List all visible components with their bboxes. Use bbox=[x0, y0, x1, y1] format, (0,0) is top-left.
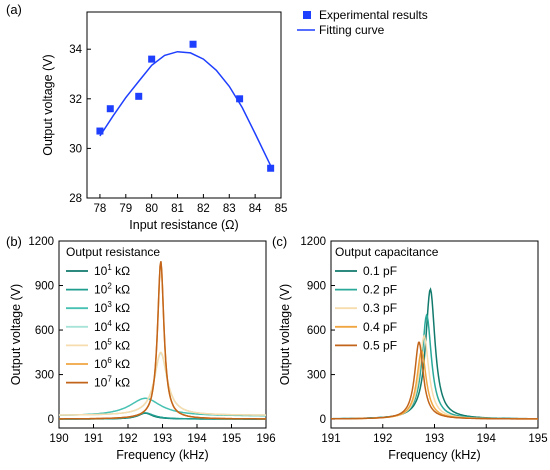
legend-base: 10 bbox=[94, 301, 108, 315]
legend-marker-experimental bbox=[303, 11, 311, 19]
legend-label-1: 0.1 pF bbox=[363, 264, 397, 278]
chart-c: 191 192 193 194 195 0 300 600 900 1200 Frequency (… bbox=[278, 236, 548, 462]
y-tick-label: 0 bbox=[320, 414, 326, 426]
x-tick-label: 193 bbox=[425, 433, 444, 445]
x-axis-label: Input resistance (Ω) bbox=[129, 218, 238, 232]
legend-label-3: 103 kΩ bbox=[94, 300, 130, 315]
legend-label-1: 101 kΩ bbox=[94, 263, 130, 278]
y-tick-label: 900 bbox=[307, 281, 326, 293]
y-tick-label: 1200 bbox=[300, 236, 326, 248]
y-tick-label: 0 bbox=[48, 414, 54, 426]
x-tick-label: 80 bbox=[145, 203, 158, 215]
legend-title: Output capacitance bbox=[335, 245, 439, 259]
x-tick-label: 191 bbox=[84, 433, 103, 445]
chart-b: 190 191 192 193 194 195 196 0 300 600 900 1200 Frequ… bbox=[9, 236, 276, 462]
legend-exponent: 2 bbox=[107, 282, 112, 291]
data-point bbox=[189, 40, 197, 48]
legend-unit: kΩ bbox=[112, 320, 130, 334]
x-tick-label: 83 bbox=[223, 203, 236, 215]
legend-exponent: 5 bbox=[107, 337, 112, 346]
y-tick-label: 300 bbox=[307, 370, 326, 382]
legend-base: 10 bbox=[94, 320, 108, 334]
legend-unit: kΩ bbox=[112, 283, 130, 297]
legend-label-7: 107 kΩ bbox=[94, 375, 130, 390]
data-point bbox=[236, 95, 244, 103]
data-point bbox=[106, 105, 114, 113]
y-axis-label: Output voltage (V) bbox=[41, 54, 55, 155]
legend-unit: kΩ bbox=[112, 264, 130, 278]
x-tick-label: 192 bbox=[373, 433, 392, 445]
y-tick-label: 1200 bbox=[28, 236, 54, 248]
plot-frame bbox=[86, 11, 282, 199]
y-tick-label: 600 bbox=[307, 325, 326, 337]
series-line-5 bbox=[331, 341, 538, 420]
x-tick-label: 195 bbox=[528, 433, 547, 445]
data-point bbox=[135, 92, 143, 100]
panel-label-a: (a) bbox=[6, 2, 22, 17]
legend-base: 10 bbox=[94, 376, 108, 390]
y-axis-label: Output voltage (V) bbox=[278, 284, 292, 385]
legend-exponent: 4 bbox=[107, 319, 112, 328]
y-tick-label: 600 bbox=[35, 325, 54, 337]
x-axis-label: Frequency (kHz) bbox=[116, 448, 208, 462]
x-tick-label: 195 bbox=[222, 433, 241, 445]
plot-frame bbox=[58, 240, 267, 429]
y-tick-label: 900 bbox=[35, 281, 54, 293]
legend-label-experimental: Experimental results bbox=[319, 8, 428, 22]
legend-label-4: 104 kΩ bbox=[94, 319, 130, 334]
y-tick-label: 28 bbox=[69, 193, 82, 205]
data-point bbox=[267, 164, 275, 172]
legend-label-4: 0.4 pF bbox=[363, 320, 397, 334]
legend-unit: kΩ bbox=[112, 357, 130, 371]
x-tick-label: 78 bbox=[94, 203, 107, 215]
series-line-3 bbox=[59, 397, 266, 417]
legend-unit: kΩ bbox=[112, 301, 130, 315]
x-tick-label: 194 bbox=[187, 433, 207, 445]
y-tick-label: 30 bbox=[69, 143, 82, 155]
x-tick-label: 196 bbox=[256, 433, 275, 445]
legend-exponent: 3 bbox=[107, 300, 112, 309]
legend-base: 10 bbox=[94, 338, 108, 352]
series-line-5 bbox=[59, 351, 266, 416]
legend-base: 10 bbox=[94, 357, 108, 371]
legend-label-5: 0.5 pF bbox=[363, 338, 397, 352]
x-tick-label: 193 bbox=[153, 433, 172, 445]
y-tick-label: 300 bbox=[35, 370, 54, 382]
x-tick-label: 85 bbox=[275, 203, 288, 215]
fitting-curve-line bbox=[99, 50, 272, 167]
x-tick-label: 191 bbox=[321, 433, 340, 445]
y-axis-label: Output voltage (V) bbox=[9, 284, 23, 385]
x-tick-label: 79 bbox=[119, 203, 132, 215]
legend-label-5: 105 kΩ bbox=[94, 337, 130, 352]
legend-unit: kΩ bbox=[112, 338, 130, 352]
legend-base: 10 bbox=[94, 264, 108, 278]
legend-label-3: 0.3 pF bbox=[363, 301, 397, 315]
y-tick-label: 32 bbox=[69, 94, 82, 106]
legend-title: Output resistance bbox=[66, 245, 160, 259]
legend-exponent: 1 bbox=[107, 263, 112, 272]
legend-label-6: 106 kΩ bbox=[94, 356, 130, 371]
panel-label-c: (c) bbox=[272, 234, 287, 249]
data-point bbox=[148, 55, 156, 63]
legend-exponent: 7 bbox=[107, 375, 112, 384]
legend-exponent: 6 bbox=[107, 356, 112, 365]
panel-label-b: (b) bbox=[6, 234, 22, 249]
x-tick-label: 82 bbox=[197, 203, 210, 215]
legend-label-2: 102 kΩ bbox=[94, 282, 130, 297]
x-tick-label: 84 bbox=[249, 203, 262, 215]
x-tick-label: 192 bbox=[118, 433, 137, 445]
legend-label-fitting: Fitting curve bbox=[319, 23, 385, 37]
legend-label-2: 0.2 pF bbox=[363, 283, 397, 297]
data-point bbox=[96, 127, 104, 135]
x-tick-label: 194 bbox=[477, 433, 497, 445]
x-tick-label: 190 bbox=[49, 433, 68, 445]
legend-base: 10 bbox=[94, 283, 108, 297]
x-tick-label: 81 bbox=[171, 203, 184, 215]
legend-unit: kΩ bbox=[112, 376, 130, 390]
x-axis-label: Frequency (kHz) bbox=[388, 448, 480, 462]
series-line-7 bbox=[59, 261, 266, 420]
chart-a: 78 79 80 81 82 83 84 85 28 30 32 34 Input resistance… bbox=[41, 8, 428, 232]
y-tick-label: 34 bbox=[69, 44, 82, 56]
